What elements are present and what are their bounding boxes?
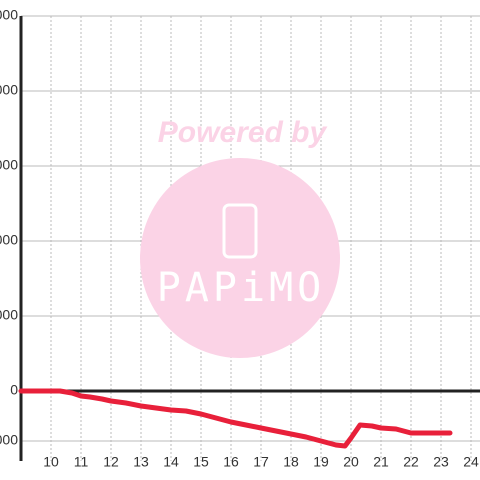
x-tick-label: 21 (373, 454, 389, 470)
watermark-logo: PAPiMO (157, 265, 326, 311)
x-tick-label: 14 (163, 454, 179, 470)
y-tick-label: -20,000 (0, 432, 18, 448)
x-tick-label: 18 (283, 454, 299, 470)
y-tick-label: 90,000 (0, 157, 18, 173)
y-tick-label: 30,000 (0, 307, 18, 323)
x-tick-label: 24 (463, 454, 479, 470)
y-tick-label: 60,000 (0, 232, 18, 248)
x-tick-label: 15 (193, 454, 209, 470)
x-tick-label: 19 (313, 454, 329, 470)
y-tick-label: 0 (10, 382, 18, 398)
x-tick-label: 13 (133, 454, 149, 470)
x-tick-label: 17 (253, 454, 269, 470)
x-tick-label: 22 (403, 454, 419, 470)
data-line (18, 388, 453, 449)
y-tick-label: 150,000 (0, 7, 18, 23)
watermark-phone (222, 203, 258, 259)
x-tick-label: 20 (343, 454, 359, 470)
y-tick-label: 120,000 (0, 82, 18, 98)
watermark-text: Powered by (158, 116, 328, 149)
x-tick-label: 12 (103, 454, 119, 470)
x-tick-label: 11 (74, 454, 89, 470)
x-tick-label: 10 (43, 454, 59, 470)
watermark: Powered by PAPiMO (140, 116, 340, 358)
x-tick-label: 23 (433, 454, 449, 470)
x-tick-label: 16 (223, 454, 239, 470)
